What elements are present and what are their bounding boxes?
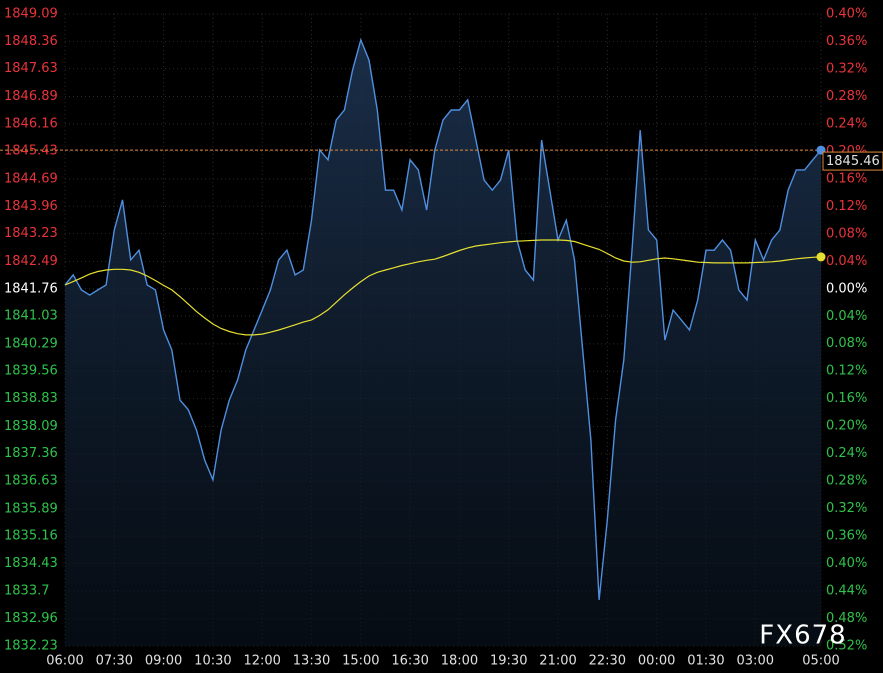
y2-tick-label: 0.12%: [826, 364, 867, 379]
last-price-label: 1845.46: [826, 154, 880, 169]
y-tick-label: 1843.96: [4, 199, 58, 214]
y-tick-label: 1847.63: [4, 61, 58, 76]
y2-tick-label: 0.04%: [826, 254, 867, 269]
x-tick-label: 19:30: [490, 654, 527, 669]
y2-tick-label: 0.40%: [826, 556, 867, 571]
watermark: FX678: [759, 621, 846, 651]
y-tick-label: 1837.36: [4, 446, 58, 461]
y2-tick-label: 0.16%: [826, 171, 867, 186]
y-tick-label: 1832.23: [4, 639, 58, 654]
y-tick-label: 1836.63: [4, 474, 58, 489]
x-tick-label: 06:00: [46, 654, 83, 669]
area: [65, 39, 821, 646]
x-tick-label: 16:30: [391, 654, 428, 669]
y-tick-label: 1848.36: [4, 34, 58, 49]
x-tick-label: 15:00: [342, 654, 379, 669]
y2-tick-label: 0.44%: [826, 584, 867, 599]
y2-tick-label: 0.36%: [826, 34, 867, 49]
x-tick-label: 12:00: [243, 654, 280, 669]
y2-tick-label: 0.36%: [826, 529, 867, 544]
y2-tick-label: 0.40%: [826, 7, 867, 22]
x-tick-label: 07:30: [96, 654, 133, 669]
y-tick-label: 1835.16: [4, 529, 58, 544]
y-tick-label: 1838.09: [4, 419, 58, 434]
x-tick-label: 05:00: [802, 654, 839, 669]
x-tick-label: 00:00: [638, 654, 675, 669]
y-tick-label: 1841.03: [4, 309, 58, 324]
y2-tick-label: 0.24%: [826, 116, 867, 131]
y-tick-label: 1844.69: [4, 171, 58, 186]
y-tick-label: 1846.16: [4, 116, 58, 131]
y-tick-label: 1835.89: [4, 501, 58, 516]
y-tick-label: 1838.83: [4, 391, 58, 406]
y-tick-label: 1846.89: [4, 89, 58, 104]
x-tick-label: 01:30: [687, 654, 724, 669]
y-tick-label: 1833.7: [4, 583, 50, 598]
y2-tick-label: 0.28%: [826, 89, 867, 104]
y2-tick-label: 0.52%: [826, 639, 867, 654]
y2-tick-label: 0.04%: [826, 309, 867, 324]
y2-tick-label: 0.20%: [826, 419, 867, 434]
x-tick-label: 21:00: [539, 654, 576, 669]
y-tick-label: 1841.76: [4, 281, 58, 296]
y-tick-label: 1832.96: [4, 611, 58, 626]
y-tick-label: 1839.56: [4, 364, 58, 379]
y-tick-label: 1849.09: [4, 7, 58, 22]
y-tick-label: 1843.23: [4, 226, 58, 241]
y2-tick-label: 0.16%: [826, 391, 867, 406]
y2-tick-label: 0.48%: [826, 611, 867, 626]
y2-tick-label: 0.12%: [826, 199, 867, 214]
y-tick-label: 1845.43: [4, 144, 58, 159]
last-price-box: [822, 151, 883, 171]
y-tick-label: 1840.29: [4, 336, 58, 351]
x-tick-label: 13:30: [293, 654, 330, 669]
x-tick-label: 09:00: [145, 654, 182, 669]
x-tick-label: 22:30: [589, 654, 626, 669]
y2-tick-label: 0.28%: [826, 474, 867, 489]
y2-tick-label: 0.24%: [826, 446, 867, 461]
x-tick-label: 03:00: [737, 654, 774, 669]
y-tick-label: 1834.43: [4, 556, 58, 571]
y2-tick-label: 0.00%: [826, 281, 867, 296]
y2-tick-label: 0.08%: [826, 336, 867, 351]
line: [64, 239, 822, 336]
y2-tick-label: 0.32%: [826, 61, 867, 76]
x-tick-label: 18:00: [441, 654, 478, 669]
line: [64, 37, 822, 600]
x-tick-label: 10:30: [194, 654, 231, 669]
y2-tick-label: 0.08%: [826, 226, 867, 241]
end-dot: [816, 252, 826, 262]
y-tick-label: 1842.49: [4, 254, 58, 269]
y2-tick-label: 0.32%: [826, 501, 867, 516]
